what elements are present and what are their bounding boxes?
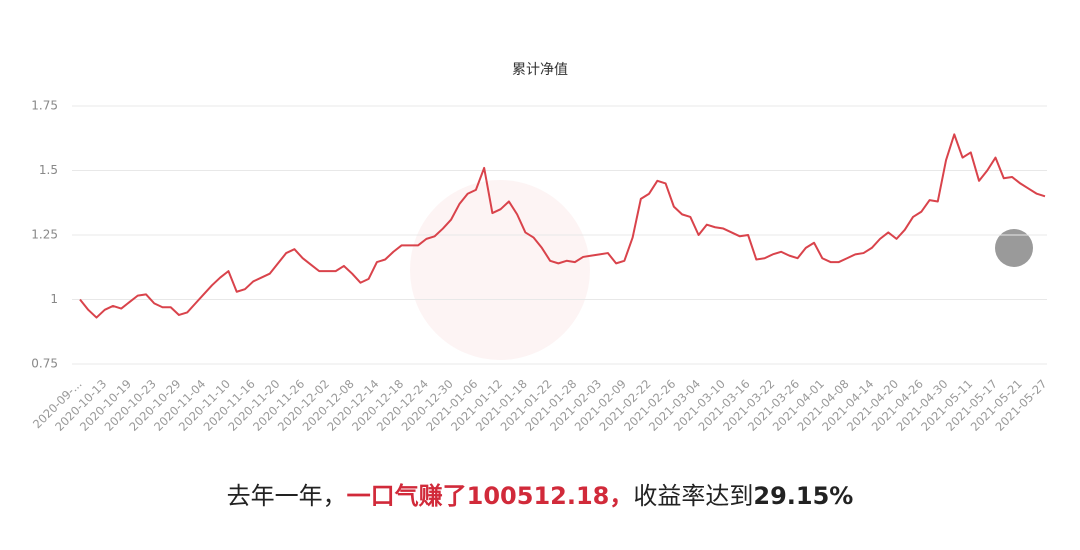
gray-dot xyxy=(995,229,1033,267)
chart-title: 累计净值 xyxy=(512,62,568,78)
line xyxy=(79,133,1046,319)
y-tick-label: 1.25 xyxy=(31,228,58,242)
caption: 去年一年，一口气赚了100512.18，收益率达到29.15% xyxy=(0,476,1080,511)
y-tick-label: 1 xyxy=(50,292,58,306)
y-tick-label: 0.75 xyxy=(31,357,58,371)
caption-highlight: 一口气赚了100512.18， xyxy=(346,482,634,510)
caption-rate: 29.15% xyxy=(753,482,854,510)
watermark xyxy=(410,180,590,360)
caption-text: 去年一年， xyxy=(226,482,347,510)
y-tick-label: 1.5 xyxy=(39,163,58,177)
y-tick-label: 1.75 xyxy=(31,99,58,113)
chart: 累计净值 0.7511.251.51.752020-09-...2020-10-… xyxy=(30,62,1050,434)
caption-text: 收益率达到 xyxy=(633,482,754,510)
